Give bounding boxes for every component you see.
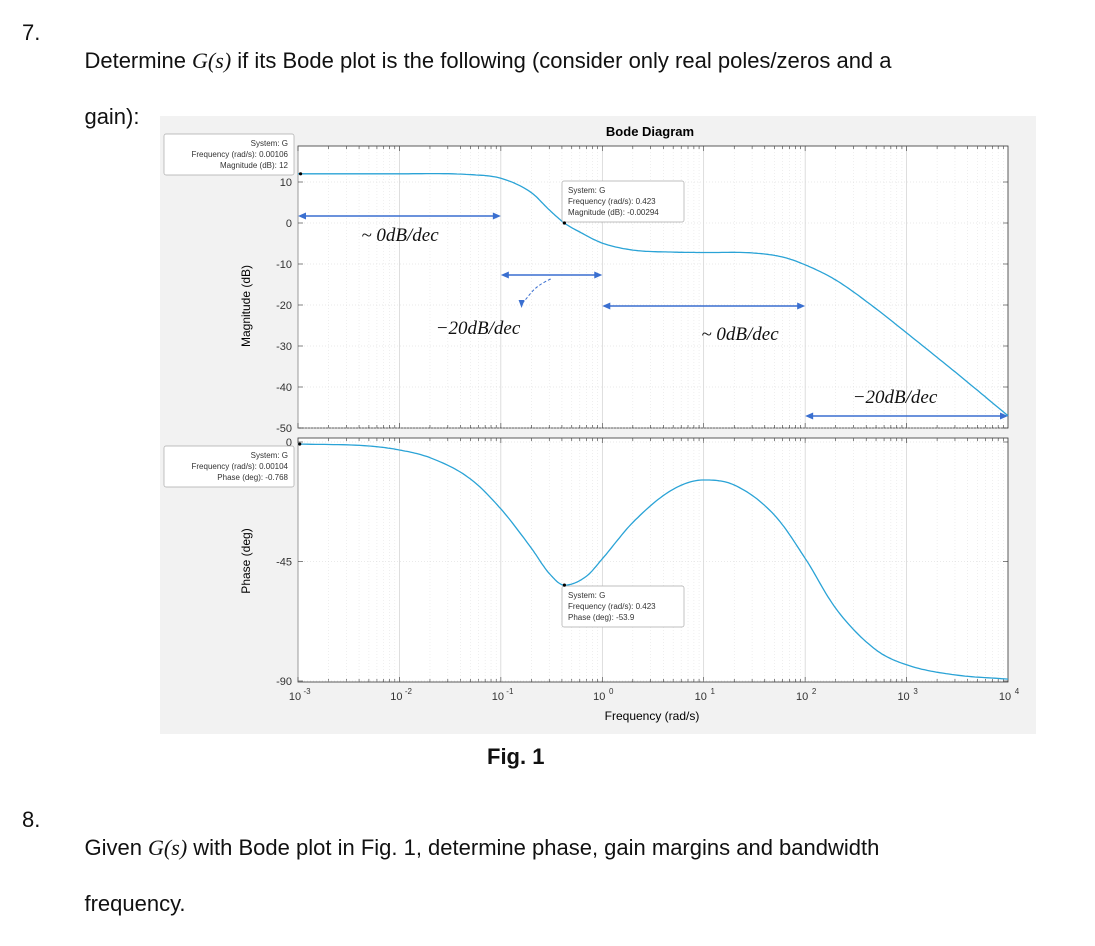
figure-caption: Fig. 1 (487, 744, 545, 769)
x-tick-label-exponent: 3 (913, 687, 918, 696)
slope-arrow-4-head (1000, 412, 1008, 420)
slope-arrow-2-head (594, 271, 603, 279)
question-8-text-a: Given (84, 835, 149, 860)
magnitude-datatip-1-box (163, 133, 295, 176)
x-tick-label-exponent: 1 (710, 687, 715, 696)
question-7-math: G(s) (192, 48, 232, 73)
x-tick-label-exponent: -1 (506, 687, 514, 696)
magnitude-y-tick-label: 10 (280, 177, 292, 189)
question-7-text-a: Determine (84, 48, 193, 73)
phase-datatip-1-line: Phase (deg): -0.768 (217, 473, 288, 482)
magnitude-y-tick-label: 0 (286, 218, 292, 230)
magnitude-datatip-1-line: System: G (251, 139, 288, 148)
magnitude-y-axis-label: Magnitude (dB) (239, 265, 253, 347)
x-tick-label: 10 (796, 691, 808, 703)
magnitude-datatip-1-line: Magnitude (dB): 12 (220, 161, 289, 170)
phase-y-tick-label: -45 (276, 557, 292, 569)
slope-annotation: −20dB/dec (436, 318, 521, 339)
x-tick-label: 10 (390, 691, 402, 703)
magnitude-datatip-2-line: Magnitude (dB): -0.00294 (568, 208, 659, 217)
annotation-overlay: System: G Frequency (rad/s): 0.00106 Magni… (163, 133, 1008, 628)
question-8-math: G(s) (148, 835, 188, 860)
phase-datatip-1-line: System: G (251, 451, 288, 460)
x-tick-label-exponent: -3 (303, 687, 311, 696)
slope-arrow-3-head (602, 302, 611, 310)
question-8-text: Given G(s) with Bode plot in Fig. 1, det… (60, 806, 879, 946)
datatip-marker (562, 583, 566, 587)
phase-datatip-2-line: Phase (deg): -53.9 (568, 613, 635, 622)
phase-datatip-1-box (163, 445, 295, 488)
datatip-marker (562, 221, 566, 225)
magnitude-y-tick-label: -50 (276, 423, 292, 435)
question-7-text: Determine G(s) if its Bode plot is the f… (60, 19, 892, 159)
x-tick-label-exponent: -2 (405, 687, 413, 696)
x-tick-label-exponent: 2 (812, 687, 817, 696)
datatip-marker (298, 442, 302, 446)
slope-annotation: ~ 0dB/dec (361, 225, 439, 246)
slope-arrow-1-head (298, 212, 306, 220)
magnitude-datatip-1-line: Frequency (rad/s): 0.00106 (192, 150, 289, 159)
magnitude-y-tick-label: -40 (276, 382, 292, 394)
question-8-text-b: with Bode plot in Fig. 1, determine phas… (187, 835, 880, 860)
magnitude-y-tick-label: -20 (276, 300, 292, 312)
x-tick-label: 10 (695, 691, 707, 703)
chart-title: Bode Diagram (606, 124, 694, 139)
question-7-number: 7. (22, 20, 41, 45)
phase-y-tick-label: 0 (286, 437, 292, 449)
datatip-marker (298, 172, 303, 176)
x-tick-label: 10 (897, 691, 909, 703)
magnitude-datatip-2-box (561, 180, 685, 223)
question-7-line2: gain): (84, 104, 140, 129)
x-axis-label: Frequency (rad/s) (605, 709, 700, 723)
phase-axes-box (297, 437, 1009, 683)
question-8-number: 8. (22, 807, 41, 832)
slope-arrow-4-head (805, 412, 814, 420)
slope-annotation: −20dB/dec (853, 387, 938, 408)
x-tick-label: 10 (289, 691, 301, 703)
x-tick-label-exponent: 4 (1015, 687, 1020, 696)
x-tick-label: 10 (593, 691, 605, 703)
magnitude-y-tick-label: -30 (276, 341, 292, 353)
question-7-text-b: if its Bode plot is the following (consi… (231, 48, 892, 73)
slope-arrow-1-head (492, 212, 501, 220)
slope-annotation: ~ 0dB/dec (701, 324, 779, 345)
x-tick-label: 10 (999, 691, 1011, 703)
phase-datatip-2-line: Frequency (rad/s): 0.423 (568, 602, 656, 611)
pointer-head (518, 300, 525, 308)
x-tick-label-exponent: 0 (609, 687, 614, 696)
x-tick-label: 10 (492, 691, 504, 703)
phase-datatip-2-line: System: G (568, 591, 605, 600)
phase-datatip-2-box (561, 585, 685, 628)
slope-arrow-3-head (797, 302, 806, 310)
magnitude-datatip-2-line: System: G (568, 186, 605, 195)
phase-datatip-1-line: Frequency (rad/s): 0.00104 (192, 462, 289, 471)
magnitude-y-tick-label: -10 (276, 259, 292, 271)
question-8-line2: frequency. (84, 891, 186, 916)
magnitude-datatip-2-line: Frequency (rad/s): 0.423 (568, 197, 656, 206)
phase-y-tick-label: -90 (276, 676, 292, 688)
magnitude-curve (298, 172, 1009, 417)
phase-curve (297, 443, 1009, 680)
slope-arrow-2-head (500, 271, 509, 279)
phase-y-axis-label: Phase (deg) (239, 528, 253, 593)
